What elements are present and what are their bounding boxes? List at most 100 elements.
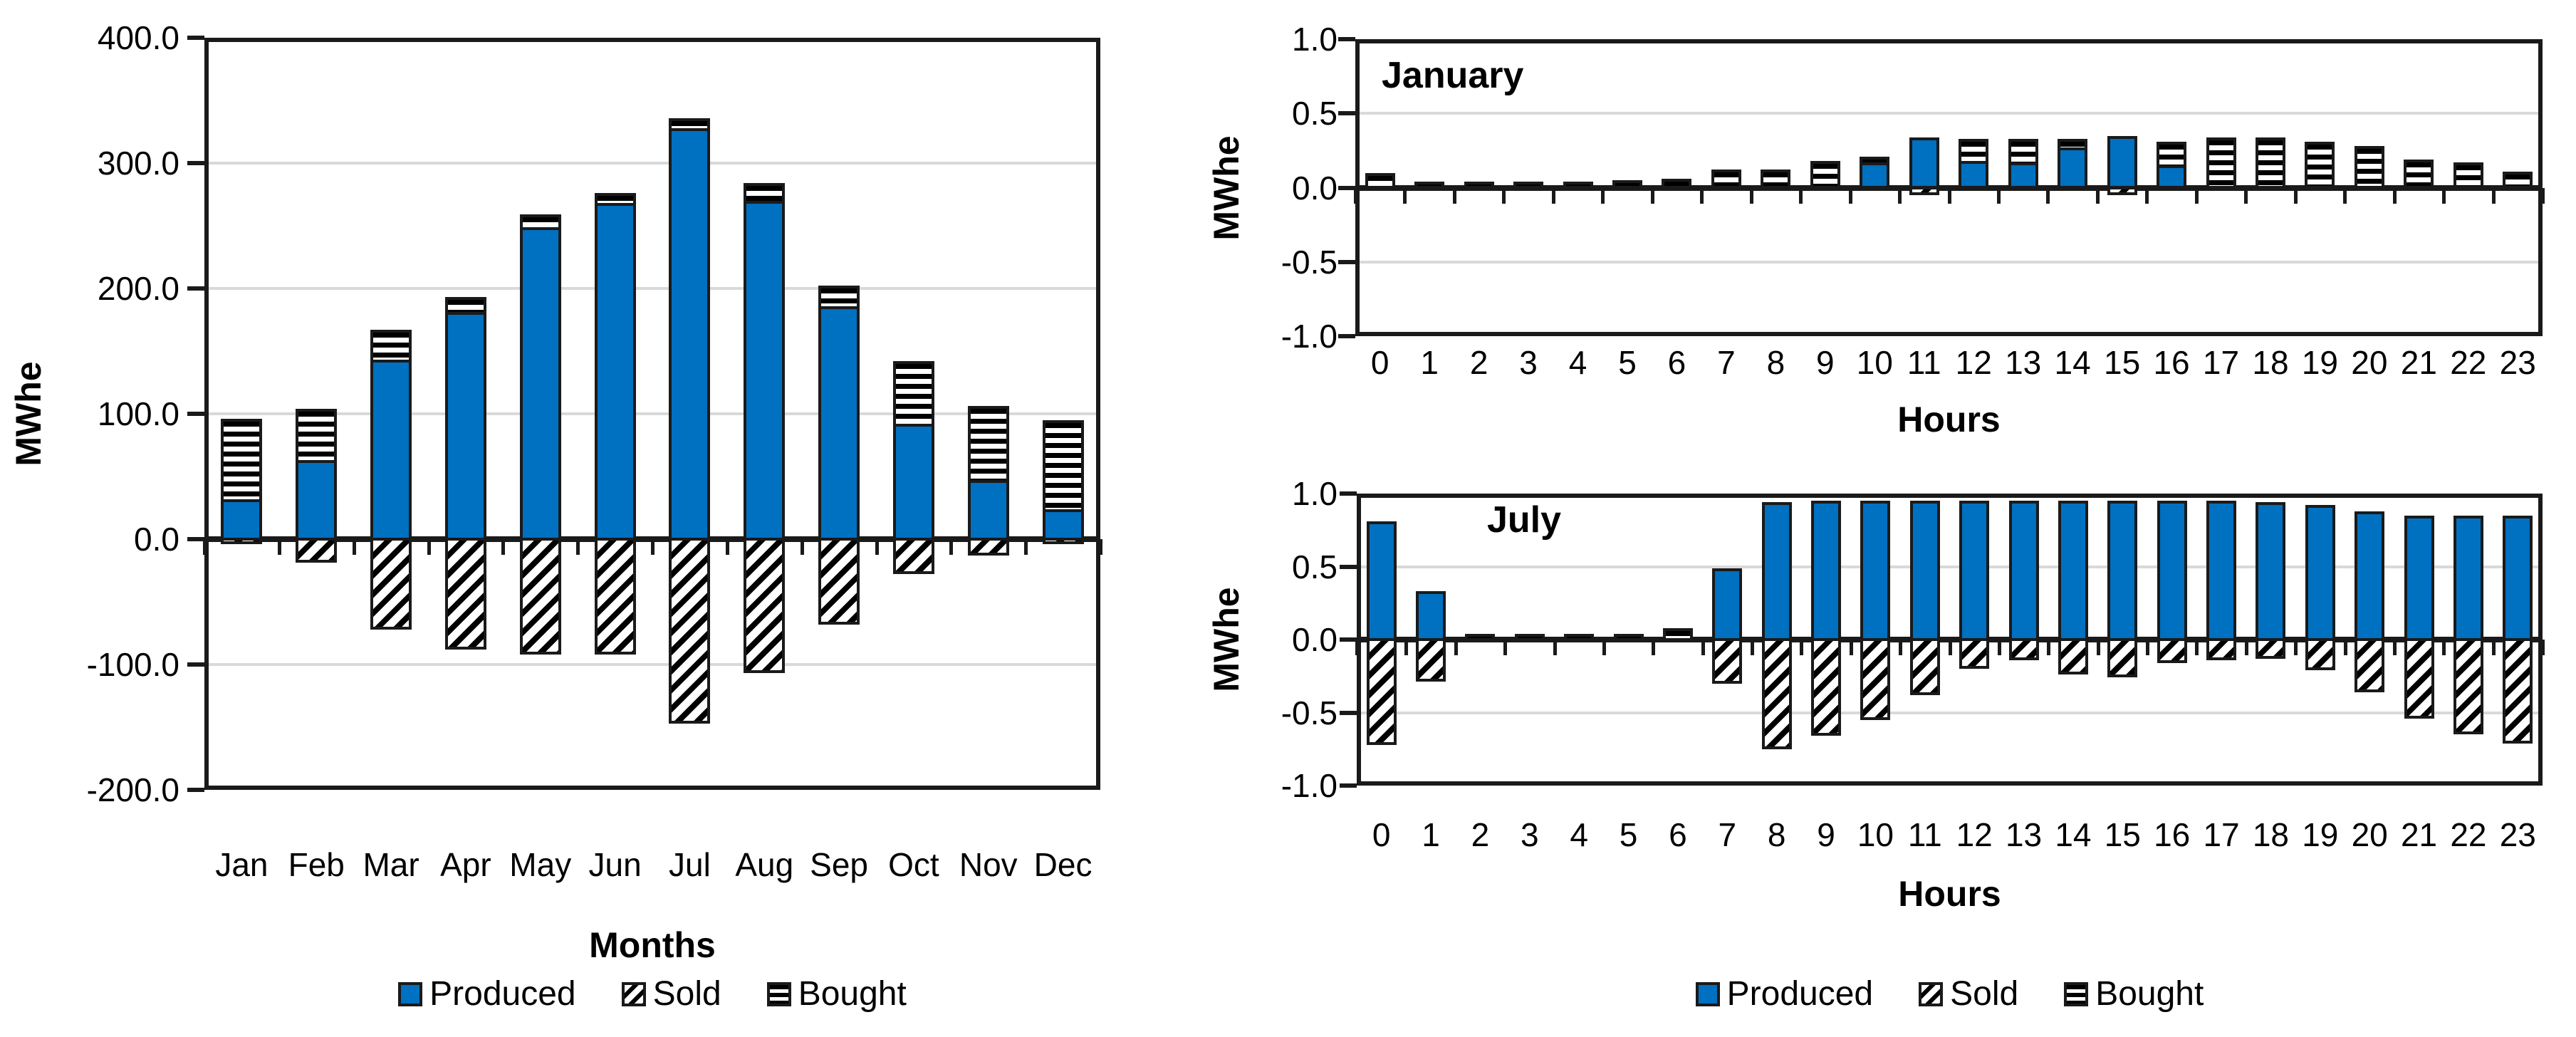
july-bar-sold-23 [2503,638,2533,744]
january-x-tick-label: 13 [2005,344,2042,381]
january-y-tick [1338,259,1355,264]
july-bar-sold-9 [1811,638,1842,736]
january-x-tick-label: 17 [2202,344,2240,381]
monthly-x-tick-label: Jul [669,846,711,883]
legend-item-bought: Bought [766,974,907,1013]
july-x-tick [2392,640,2397,655]
monthly-bar-bought-Jun [594,193,636,207]
january-x-tick [2343,187,2347,204]
january-x-tick [2046,187,2050,204]
monthly-bar-bought-May [519,214,561,230]
monthly-y-tick [187,161,204,165]
january-x-tick-label: 0 [1370,344,1389,381]
january-x-tick [1502,187,1506,204]
july-bar-sold-1 [1416,638,1446,682]
july-x-tick-label: 5 [1619,816,1638,853]
july-bar-produced-19 [2305,505,2335,641]
monthly-x-tick [352,539,356,555]
july-x-tick [1652,640,1656,655]
january-x-tick-label: 14 [2054,344,2091,381]
monthly-bar-sold-Feb [296,538,338,563]
january-bar-bought-7 [1711,170,1741,189]
monthly-x-tick-label: May [509,846,572,883]
january-x-tick-label: 18 [2252,344,2289,381]
july-gridline [1357,565,2543,568]
january-x-tick-label: 10 [1856,344,1893,381]
july-bar-produced-20 [2355,511,2385,641]
monthly-bar-sold-Mar [370,538,412,630]
monthly-bar-bought-Jan [221,419,263,502]
january-x-tick [1403,187,1407,204]
monthly-bar-produced-Nov [967,480,1009,541]
july-x-tick [1751,640,1754,655]
january-y-tick [1338,37,1355,41]
monthly-bar-sold-Aug [744,538,786,674]
july-x-axis-title: Hours [1898,874,2001,914]
january-x-tick [2194,187,2199,204]
july-bar-bought-6 [1662,627,1693,641]
july-x-tick [1454,640,1458,655]
january-bar-bought-12 [1959,138,1989,164]
july-x-tick-label: 19 [2302,816,2339,853]
july-bar-produced-18 [2256,502,2286,641]
july-x-tick [2294,640,2298,655]
january-bar-bought-14 [2058,138,2088,151]
bought-swatch-icon [2064,981,2089,1006]
july-x-tick-label: 23 [2499,816,2536,853]
monthly-gridline [204,287,1100,290]
legend-label-sold: Sold [1950,975,2019,1013]
january-gridline [1355,112,2543,115]
monthly-bar-produced-Mar [370,360,412,541]
monthly-y-tick-label: 100.0 [97,395,179,432]
january-x-tick-label: 7 [1717,344,1736,381]
july-bar-produced-17 [2206,501,2237,641]
monthly-y-tick-label: 0.0 [134,521,179,558]
monthly-bar-produced-Jan [221,499,263,541]
monthly-x-tick [277,539,281,555]
july-chart-title: July [1487,499,1562,541]
july-x-tick [1849,640,1853,655]
july-x-tick [2491,640,2496,655]
legend-label-bought: Bought [2095,975,2204,1013]
monthly-x-tick-label: Jan [215,846,268,883]
july-x-tick-label: 20 [2351,816,2388,853]
july-x-tick [1800,640,1804,655]
january-bar-bought-3 [1513,182,1544,189]
monthly-bar-produced-Dec [1042,509,1084,541]
monthly-y-tick-label: 400.0 [97,19,179,56]
july-bar-sold-14 [2058,638,2088,675]
january-x-tick [1650,187,1654,204]
july-x-tick [1701,640,1705,655]
july-bar-produced-7 [1712,568,1743,641]
july-bar-sold-22 [2453,638,2483,735]
july-bar-sold-21 [2404,638,2434,719]
january-bar-bought-19 [2305,141,2335,189]
monthly-gridline [204,162,1100,165]
monthly-x-tick [1024,539,1028,555]
january-x-tick [1947,187,1951,204]
legend-item-produced: Produced [398,974,576,1013]
january-x-tick [2442,187,2446,204]
monthly-bar-bought-Dec [1042,420,1084,512]
monthly-y-tick-label: 300.0 [97,145,179,182]
july-y-tick [1340,564,1357,569]
january-x-tick-label: 15 [2104,344,2141,381]
july-x-tick [1997,640,2001,655]
january-x-tick-label: 21 [2400,344,2437,381]
january-bar-bought-16 [2157,141,2187,169]
july-bar-sold-20 [2355,638,2385,692]
july-bar-produced-1 [1416,591,1446,641]
monthly-x-tick [501,539,506,555]
monthly-x-tick-label: Nov [959,846,1018,883]
legend-label-bought: Bought [798,975,907,1013]
july-x-tick-label: 13 [2005,816,2043,853]
july-y-tick [1340,491,1357,496]
january-x-tick [2095,187,2100,204]
july-y-tick-label: -0.5 [1281,694,1337,731]
january-y-tick-label: 0.0 [1292,169,1337,207]
january-x-tick-label: 23 [2499,344,2536,381]
january-bar-bought-0 [1365,172,1395,189]
january-bar-bought-23 [2503,171,2533,189]
legend-item-sold: Sold [1919,974,2018,1013]
january-bar-bought-22 [2453,162,2483,189]
